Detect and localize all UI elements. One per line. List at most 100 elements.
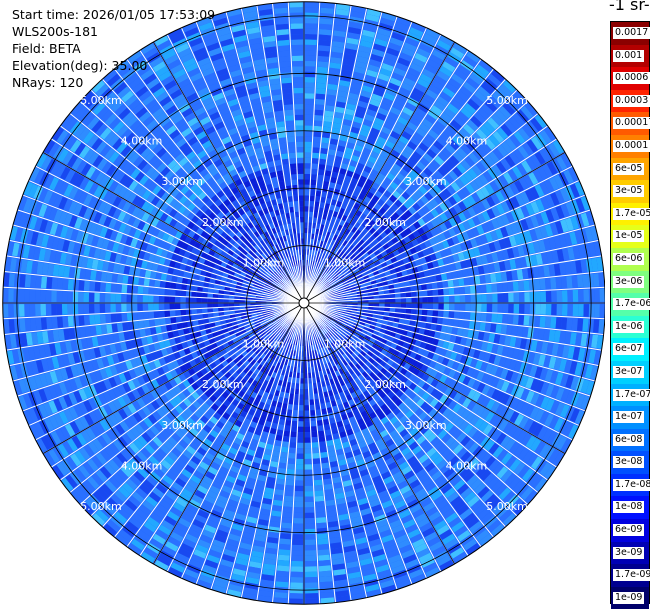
range-gate-cell <box>437 310 444 318</box>
range-gate-cell <box>304 426 311 433</box>
range-gate-cell <box>496 250 504 261</box>
range-gate-cell <box>376 227 384 235</box>
range-gate-cell <box>320 286 326 291</box>
range-gate-cell <box>432 260 439 268</box>
range-gate-cell <box>397 116 409 126</box>
range-gate-cell <box>427 59 441 70</box>
range-gate-cell <box>484 138 496 150</box>
range-gate-cell <box>525 377 534 389</box>
range-gate-cell <box>342 239 349 247</box>
range-gate-cell <box>480 254 489 265</box>
range-gate-cell <box>486 375 495 386</box>
range-gate-cell <box>513 303 520 314</box>
range-gate-cell <box>569 261 577 274</box>
range-gate-cell <box>304 233 308 239</box>
range-gate-cell <box>311 260 315 267</box>
range-gate-cell <box>334 19 348 27</box>
range-gate-cell <box>520 105 534 120</box>
range-gate-cell <box>571 318 578 331</box>
range-gate-cell <box>401 270 408 277</box>
range-gate-cell <box>446 326 453 334</box>
range-gate-cell <box>323 208 329 215</box>
range-gate-cell <box>428 360 437 369</box>
range-gate-cell <box>396 216 405 225</box>
range-gate-cell <box>471 192 481 203</box>
range-gate-cell <box>368 328 375 334</box>
range-gate-cell <box>305 560 317 567</box>
range-gate-cell <box>338 285 345 290</box>
range-gate-cell <box>337 283 344 288</box>
range-gate-cell <box>386 47 400 57</box>
range-gate-cell <box>498 238 507 250</box>
range-gate-cell <box>442 280 449 288</box>
range-gate-cell <box>334 14 349 22</box>
range-gate-cell <box>516 430 528 443</box>
range-gate-cell <box>452 192 462 203</box>
range-gate-cell <box>356 327 363 333</box>
range-gate-cell <box>495 190 505 203</box>
range-gate-cell <box>439 374 448 384</box>
range-gate-cell <box>313 206 319 213</box>
range-gate-cell <box>486 303 493 313</box>
range-gate-cell <box>319 257 324 264</box>
range-gate-cell <box>285 414 292 421</box>
range-gate-cell <box>304 114 314 121</box>
range-gate-cell <box>430 174 440 184</box>
range-gate-cell <box>347 278 354 284</box>
range-gate-cell <box>432 353 440 362</box>
range-gate-cell <box>339 79 351 88</box>
range-gate-cell <box>590 365 599 380</box>
range-gate-cell <box>452 343 460 353</box>
range-gate-cell <box>356 338 363 344</box>
range-gate-cell <box>496 203 506 215</box>
range-gate-cell <box>467 329 474 339</box>
range-gate-cell <box>552 139 565 155</box>
range-gate-cell <box>313 131 322 138</box>
range-gate-cell <box>369 98 381 107</box>
range-gate-cell <box>413 376 422 385</box>
range-gate-cell <box>404 102 417 112</box>
range-gate-cell <box>324 273 330 279</box>
range-gate-cell <box>338 250 345 257</box>
range-gate-cell <box>425 367 434 376</box>
range-gate-cell <box>412 202 421 212</box>
range-gate-cell <box>289 587 303 594</box>
range-gate-cell <box>418 271 425 278</box>
range-gate-cell <box>323 280 328 285</box>
range-gate-cell <box>389 289 395 294</box>
range-gate-cell <box>394 288 401 294</box>
range-gate-cell <box>334 205 341 213</box>
range-gate-cell <box>373 291 379 296</box>
range-gate-cell <box>428 84 441 95</box>
range-gate-cell <box>422 248 430 257</box>
range-gate-cell <box>501 141 513 154</box>
range-gate-cell <box>594 288 600 302</box>
range-gate-cell <box>452 166 463 178</box>
range-gate-cell <box>405 72 418 83</box>
ray-separator <box>303 180 580 304</box>
range-gate-cell <box>346 257 352 264</box>
range-gate-cell <box>353 249 360 256</box>
range-gate-cell <box>318 39 331 47</box>
range-gate-cell <box>385 116 397 126</box>
range-gate-cell <box>469 72 483 85</box>
range-gate-cell <box>379 215 388 223</box>
range-gate-cell <box>383 57 396 67</box>
range-gate-cell <box>380 250 388 257</box>
range-gate-cell <box>331 46 344 54</box>
range-gate-cell <box>478 59 493 73</box>
range-gate-cell <box>368 173 377 182</box>
range-gate-cell <box>422 181 432 191</box>
range-gate-cell <box>326 249 331 255</box>
range-gate-cell <box>416 47 431 59</box>
range-gate-cell <box>299 394 304 400</box>
range-gate-cell <box>466 400 476 411</box>
range-gate-cell <box>315 267 320 274</box>
range-gate-cell <box>386 240 395 247</box>
range-gate-cell <box>340 162 349 170</box>
range-gate-cell <box>322 265 328 272</box>
range-gate-cell <box>449 155 460 166</box>
range-gate-cell <box>523 174 534 188</box>
range-gate-cell <box>444 247 453 256</box>
range-gate-cell <box>460 107 473 119</box>
